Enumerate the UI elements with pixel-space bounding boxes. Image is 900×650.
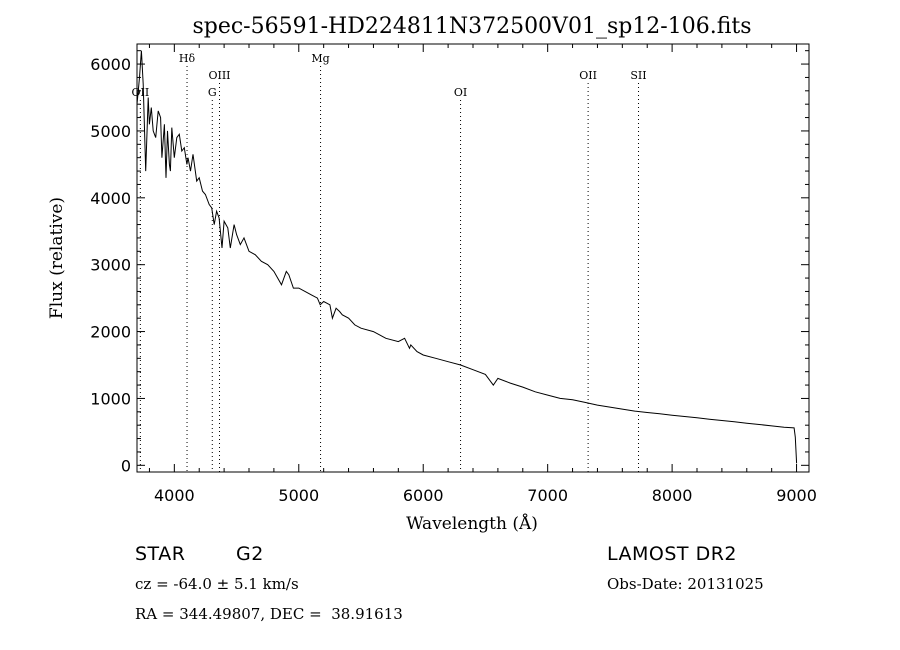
line-marker-label: OIII	[208, 69, 230, 82]
y-tick-label: 6000	[90, 55, 131, 74]
y-tick-label: 1000	[90, 389, 131, 408]
line-marker-label: OI	[454, 86, 467, 99]
line-marker-label: G	[208, 86, 217, 99]
line-marker-label: OII	[579, 69, 597, 82]
x-tick-label: 4000	[154, 486, 195, 505]
y-axis-label: Flux (relative)	[47, 197, 67, 319]
line-marker-label: OII	[132, 86, 150, 99]
chart-title: spec-56591-HD224811N372500V01_sp12-106.f…	[192, 14, 751, 39]
object-type: STAR	[135, 543, 186, 565]
x-tick-label: 6000	[403, 486, 444, 505]
x-axis-label: Wavelength (Å)	[406, 513, 538, 534]
x-tick-label: 5000	[278, 486, 319, 505]
redshift-velocity: cz = -64.0 ± 5.1 km/s	[135, 575, 299, 593]
y-tick-label: 4000	[90, 189, 131, 208]
axis-ticks: 4000 5000 6000 7000 8000 9000 0 1000 2000 3000 400…	[90, 44, 817, 505]
x-tick-label: 7000	[527, 486, 568, 505]
line-markers: OII Hδ G OIII Mg OI OII SII	[132, 52, 647, 472]
x-tick-label: 9000	[776, 486, 817, 505]
y-tick-label: 3000	[90, 256, 131, 275]
line-marker-label: Mg	[311, 52, 329, 65]
survey-name: LAMOST DR2	[607, 543, 737, 565]
y-tick-label: 5000	[90, 122, 131, 141]
spectrum-line	[136, 50, 798, 464]
obs-date: Obs-Date: 20131025	[607, 575, 764, 593]
line-marker-label: Hδ	[179, 52, 196, 65]
x-tick-label: 8000	[652, 486, 693, 505]
plot-frame	[136, 43, 810, 473]
y-tick-label: 0	[121, 456, 131, 475]
y-tick-label: 2000	[90, 323, 131, 342]
coordinates: RA = 344.49807, DEC = 38.91613	[135, 605, 403, 623]
subclass: G2	[236, 543, 264, 565]
line-marker-label: SII	[630, 69, 646, 82]
